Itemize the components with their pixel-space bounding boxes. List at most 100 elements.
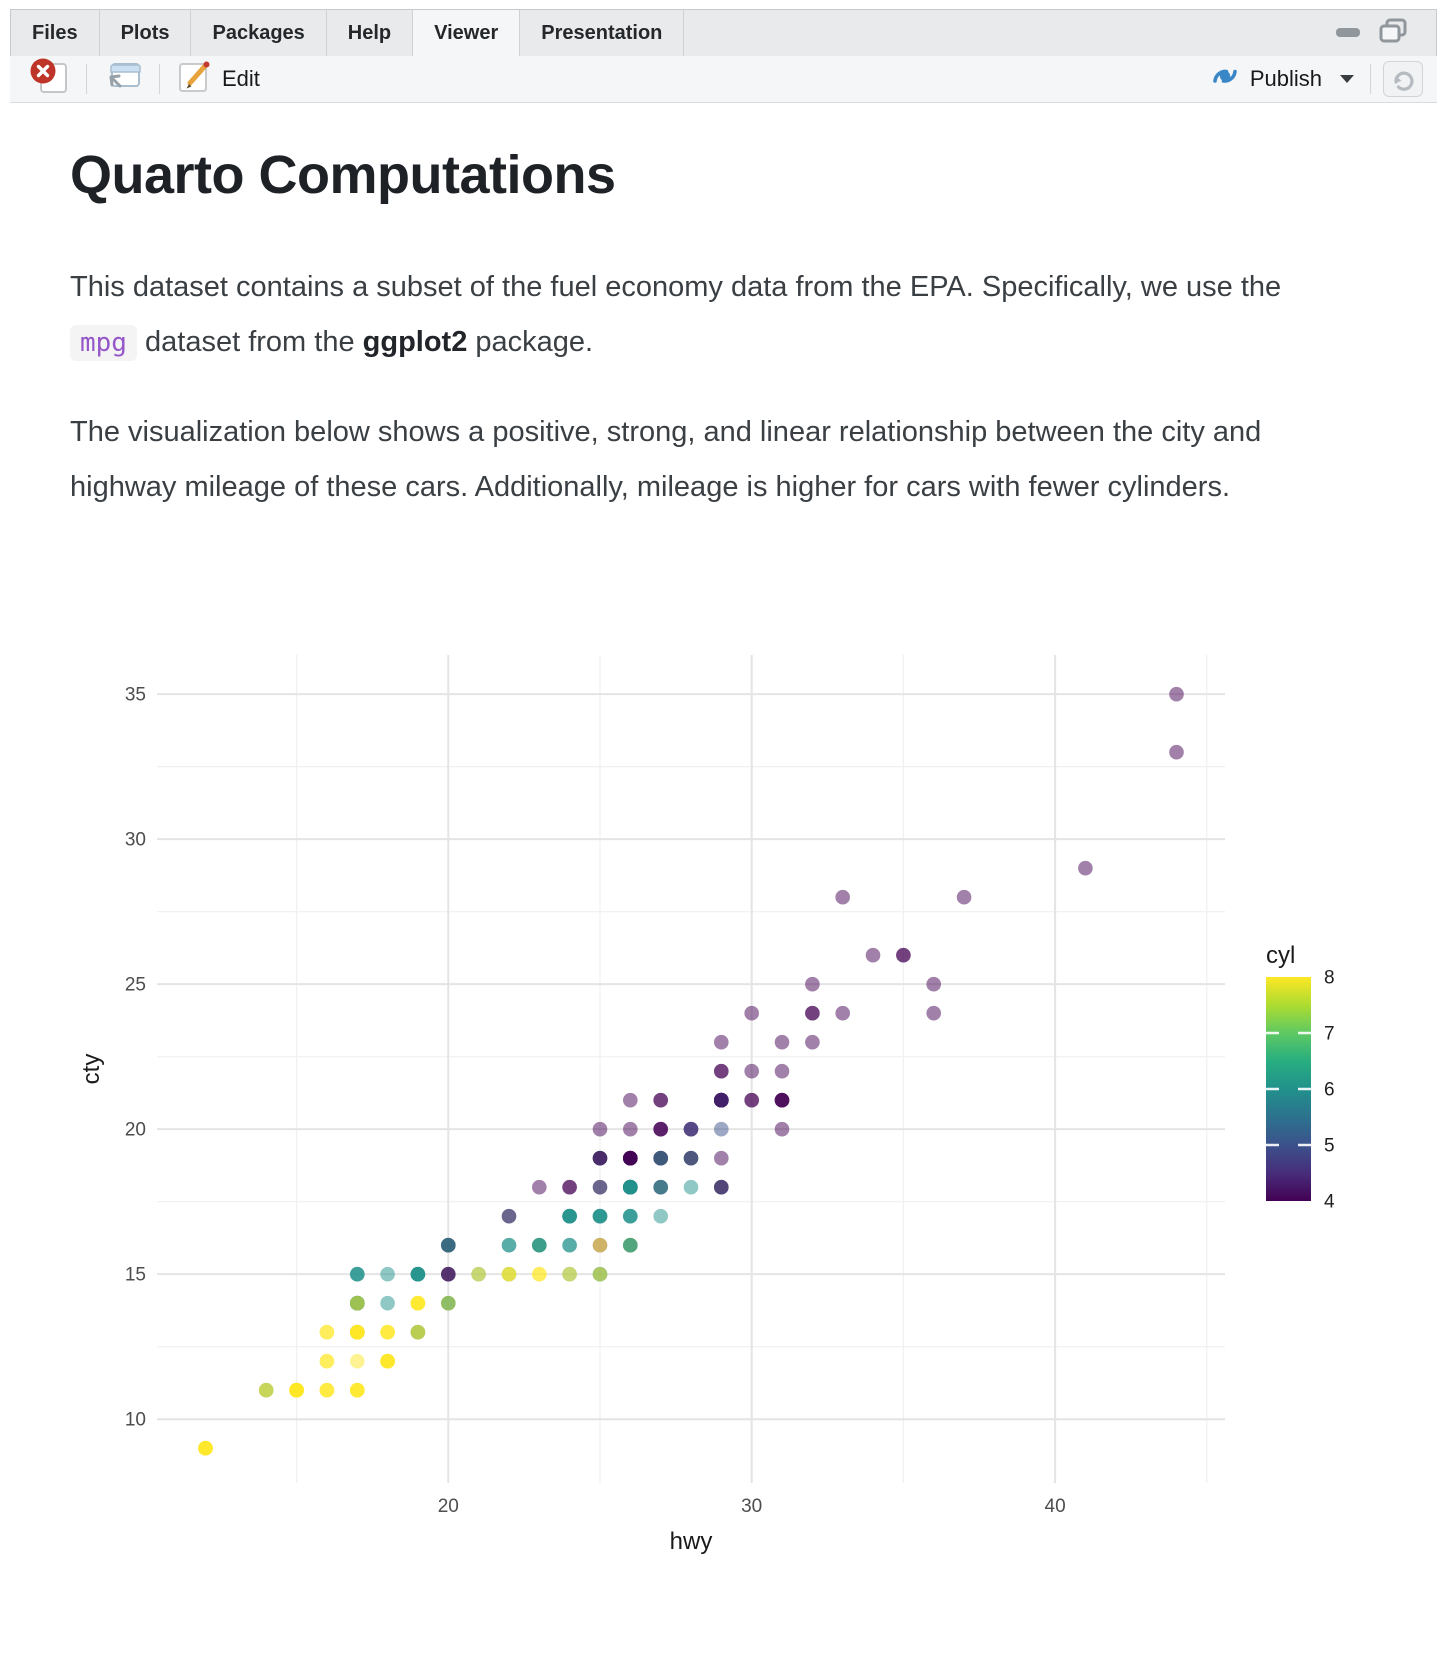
data-point <box>350 1324 365 1340</box>
data-point <box>441 1237 456 1253</box>
data-point <box>592 1266 608 1282</box>
data-point <box>319 1353 335 1369</box>
y-tick-label: 10 <box>125 1410 146 1431</box>
paragraph-text: dataset from the <box>136 326 363 358</box>
data-point <box>501 1266 517 1282</box>
data-point <box>956 889 972 905</box>
paragraph-visualization: The visualization below shows a positive… <box>70 416 1262 503</box>
data-point <box>562 1266 577 1282</box>
data-point <box>592 1150 608 1166</box>
minimize-icon[interactable] <box>1334 22 1364 45</box>
data-point <box>258 1382 274 1398</box>
data-point <box>683 1150 699 1166</box>
data-point <box>683 1121 699 1137</box>
data-point <box>623 1179 638 1195</box>
x-tick-label: 30 <box>741 1496 762 1517</box>
data-point <box>714 1092 729 1108</box>
data-point <box>289 1382 304 1398</box>
data-point <box>714 1092 729 1108</box>
tab-presentation[interactable]: Presentation <box>520 10 685 57</box>
data-point <box>683 1150 699 1166</box>
data-point <box>532 1237 547 1253</box>
paragraph-text: package. <box>467 326 594 358</box>
edit-button[interactable]: Edit <box>172 56 264 102</box>
tab-help[interactable]: Help <box>326 10 414 57</box>
gridlines-minor <box>157 655 1225 1483</box>
data-point <box>653 1121 668 1137</box>
legend-tick-label: 8 <box>1324 968 1335 989</box>
data-point <box>380 1353 395 1369</box>
data-point <box>653 1179 668 1195</box>
data-point <box>623 1150 638 1166</box>
data-point <box>714 1092 729 1108</box>
data-point <box>623 1150 638 1166</box>
data-point <box>410 1295 426 1311</box>
legend-tick-label: 5 <box>1324 1136 1335 1157</box>
data-point <box>714 1179 729 1195</box>
data-point <box>350 1324 365 1340</box>
data-point <box>805 976 820 992</box>
data-point <box>653 1179 668 1195</box>
data-point <box>410 1266 426 1282</box>
data-point <box>623 1237 638 1253</box>
y-axis-title: cty <box>78 1054 105 1085</box>
data-point <box>805 1034 820 1050</box>
data-point <box>380 1295 395 1311</box>
data-point <box>623 1121 638 1137</box>
data-point <box>198 1440 213 1456</box>
data-point <box>623 1179 638 1195</box>
data-point <box>623 1179 638 1195</box>
open-in-new-window-button[interactable] <box>99 57 147 101</box>
refresh-button[interactable] <box>1383 61 1423 97</box>
tab-packages[interactable]: Packages <box>191 10 327 57</box>
data-point <box>501 1208 517 1224</box>
data-point <box>562 1179 577 1195</box>
data-point <box>683 1121 699 1137</box>
data-point <box>319 1324 335 1340</box>
data-point <box>805 1005 820 1021</box>
toolbar-separator <box>159 64 160 94</box>
data-point <box>198 1440 213 1456</box>
viewer-toolbar: Edit Publish <box>10 56 1437 103</box>
data-point <box>592 1150 608 1166</box>
data-point <box>380 1324 395 1340</box>
data-point <box>1078 860 1093 876</box>
data-point <box>532 1266 547 1282</box>
data-point <box>350 1324 365 1340</box>
data-point <box>714 1063 729 1079</box>
tab-label: Plots <box>120 22 170 44</box>
data-point <box>441 1237 456 1253</box>
data-point <box>441 1295 456 1311</box>
tab-viewer[interactable]: Viewer <box>413 10 521 57</box>
data-point <box>350 1295 365 1311</box>
data-point <box>289 1382 304 1398</box>
data-point <box>410 1266 426 1282</box>
data-point <box>350 1295 365 1311</box>
data-point <box>623 1179 638 1195</box>
data-point <box>683 1121 699 1137</box>
legend-tick-label: 4 <box>1324 1192 1335 1213</box>
data-point <box>744 1063 759 1079</box>
restore-windows-icon[interactable] <box>1378 18 1408 49</box>
data-point <box>350 1295 365 1311</box>
data-point <box>714 1092 729 1108</box>
data-point <box>380 1353 395 1369</box>
data-point <box>350 1382 365 1398</box>
data-point <box>350 1324 365 1340</box>
data-point <box>410 1266 426 1282</box>
data-point <box>623 1237 638 1253</box>
data-point <box>592 1150 608 1166</box>
data-point <box>350 1382 365 1398</box>
data-point <box>532 1237 547 1253</box>
data-point <box>623 1237 638 1253</box>
stop-viewer-button[interactable] <box>24 54 74 104</box>
data-point <box>1169 744 1184 760</box>
tab-files[interactable]: Files <box>11 10 100 57</box>
data-point <box>350 1324 365 1340</box>
data-point <box>532 1237 547 1253</box>
publish-button[interactable]: Publish <box>1204 59 1358 99</box>
tab-plots[interactable]: Plots <box>99 10 192 57</box>
data-point <box>774 1092 790 1108</box>
data-point <box>562 1179 577 1195</box>
